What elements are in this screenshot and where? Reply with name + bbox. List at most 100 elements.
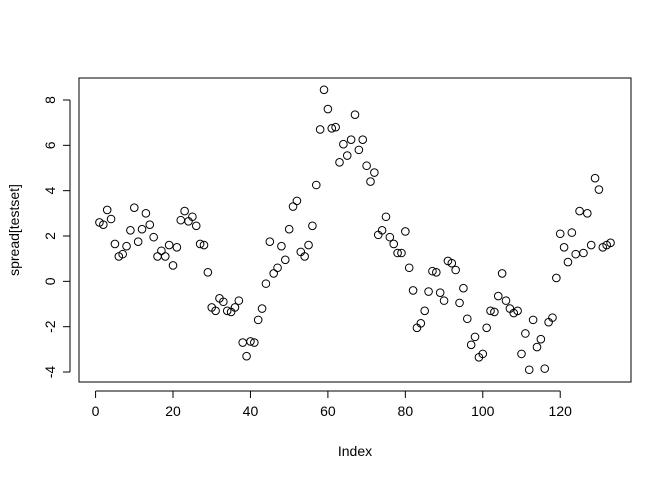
point — [230, 303, 240, 312]
point — [296, 247, 306, 257]
point — [141, 209, 151, 218]
x-tick-label: 40 — [243, 403, 259, 419]
x-tick-label: 60 — [320, 403, 336, 419]
point — [308, 221, 317, 231]
point — [354, 145, 364, 155]
point — [335, 158, 344, 167]
point — [439, 296, 449, 305]
point — [563, 257, 573, 267]
point — [412, 323, 422, 333]
point — [339, 139, 348, 149]
point — [470, 332, 480, 342]
y-tick-label: -2 — [42, 320, 58, 333]
point — [548, 313, 557, 322]
point — [238, 338, 248, 347]
point — [366, 177, 375, 186]
point — [462, 314, 472, 324]
point — [567, 228, 577, 237]
point — [362, 161, 371, 171]
point — [319, 85, 329, 95]
point — [521, 329, 530, 338]
point — [381, 212, 391, 222]
point — [261, 279, 271, 288]
y-tick-label: 4 — [42, 187, 58, 195]
point — [203, 267, 213, 277]
point — [234, 296, 244, 305]
point — [253, 315, 263, 325]
point — [304, 240, 313, 250]
point — [586, 240, 596, 250]
point — [555, 229, 565, 239]
point — [571, 249, 581, 259]
point — [110, 239, 120, 249]
point — [222, 306, 232, 316]
point — [133, 237, 143, 246]
point — [269, 269, 278, 278]
point — [172, 243, 182, 252]
point — [327, 124, 337, 133]
point — [211, 306, 220, 316]
point — [540, 364, 550, 373]
point — [250, 338, 259, 347]
point — [370, 168, 379, 177]
x-tick-label: 80 — [398, 403, 414, 419]
point — [583, 209, 592, 218]
point — [315, 125, 325, 134]
point — [385, 232, 395, 242]
point — [145, 220, 155, 229]
point — [331, 122, 340, 132]
point — [164, 240, 174, 250]
point — [478, 349, 488, 359]
x-tick-label: 120 — [549, 403, 573, 419]
point — [408, 286, 418, 295]
point — [273, 263, 282, 273]
y-tick-label: 8 — [42, 96, 58, 104]
point — [501, 296, 511, 305]
point — [544, 317, 553, 327]
point — [168, 261, 178, 270]
point — [493, 291, 503, 301]
point — [393, 248, 402, 258]
point — [397, 248, 406, 258]
point — [416, 318, 426, 328]
point — [524, 365, 534, 375]
point — [389, 239, 399, 249]
point — [575, 206, 584, 216]
point — [265, 237, 275, 246]
point — [424, 287, 433, 296]
point — [428, 266, 437, 276]
point — [157, 246, 166, 256]
point — [486, 306, 495, 316]
x-tick-label: 0 — [92, 403, 100, 419]
point — [246, 337, 255, 346]
point — [118, 249, 127, 259]
point — [195, 239, 205, 249]
point — [284, 224, 294, 234]
point — [432, 267, 441, 277]
point — [191, 221, 201, 231]
x-tick-label: 20 — [165, 403, 181, 419]
point — [594, 185, 604, 194]
y-tick-label: -4 — [42, 366, 58, 379]
point — [459, 283, 468, 293]
plot-box — [78, 77, 632, 383]
point — [579, 248, 588, 258]
point — [513, 306, 522, 316]
point — [455, 298, 464, 308]
point — [137, 224, 147, 234]
point — [323, 104, 333, 114]
point — [536, 334, 546, 344]
point — [106, 214, 116, 224]
point — [126, 226, 135, 235]
point — [517, 349, 526, 359]
point — [490, 307, 499, 317]
point — [242, 351, 251, 361]
point — [401, 227, 410, 236]
point — [559, 243, 569, 252]
point — [288, 202, 298, 211]
point — [447, 258, 457, 268]
y-tick-label: 2 — [42, 232, 58, 240]
point — [277, 241, 286, 251]
point — [435, 288, 445, 297]
